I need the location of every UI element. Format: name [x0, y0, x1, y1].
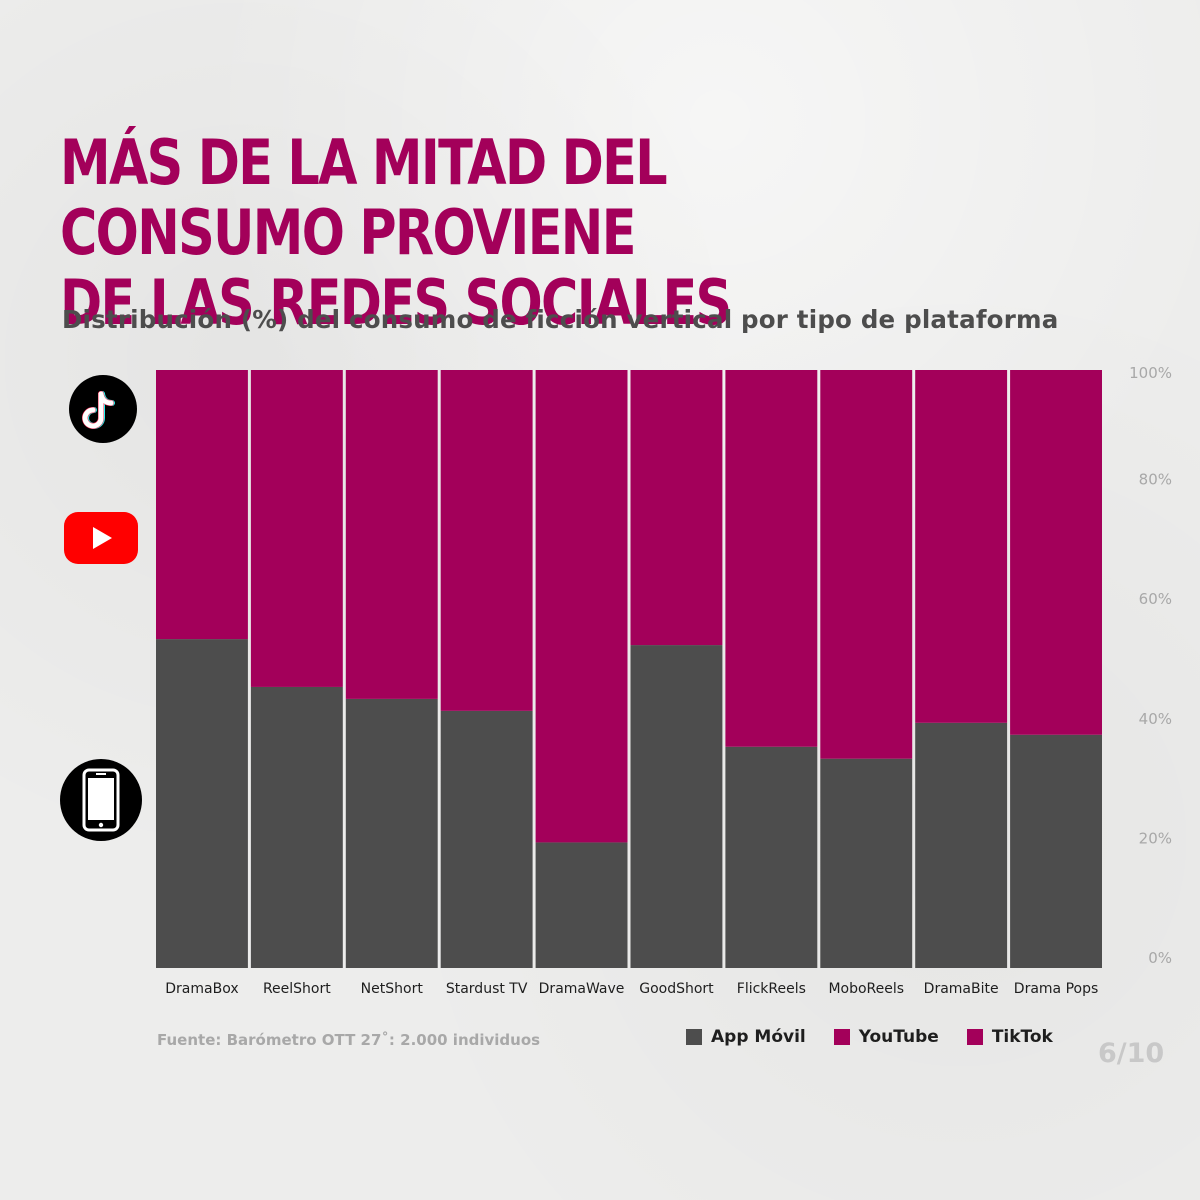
legend-label-tiktok: TikTok: [991, 1027, 1053, 1047]
page-number: 6/10: [1098, 1038, 1165, 1069]
bar-social-dramawave: [535, 370, 628, 843]
y-tick-label: 80%: [1139, 471, 1172, 489]
smartphone-icon: [60, 759, 142, 841]
legend-swatch-app: [686, 1029, 702, 1045]
legend-item-app: App Móvil: [686, 1027, 806, 1047]
legend-item-tiktok: TikTok: [966, 1027, 1053, 1047]
y-tick-label: 40%: [1139, 710, 1172, 728]
legend-swatch-tiktok: [966, 1029, 983, 1045]
bar-app-netshort: [345, 698, 438, 968]
bar-app-flickreels: [725, 746, 818, 968]
y-tick-label: 0%: [1148, 949, 1172, 967]
bar-social-dramabite: [915, 370, 1008, 723]
bar-app-dramabite: [915, 722, 1008, 968]
page-title: MÁS DE LA MITAD DEL CONSUMO PROVIENE DE …: [60, 128, 962, 338]
chart-subtitle: Distribución (%) del consumo de ficción …: [62, 305, 1059, 334]
x-tick-label: FlickReels: [737, 981, 806, 997]
tiktok-icon: [69, 375, 137, 443]
bar-social-drama-pops: [1010, 370, 1102, 735]
youtube-icon: [64, 512, 138, 564]
legend-label-app: App Móvil: [711, 1027, 806, 1047]
bar-social-reelshort: [250, 370, 343, 687]
legend-swatch-youtube: [833, 1029, 850, 1045]
chart-legend: App Móvil YouTube TikTok: [686, 1027, 1081, 1047]
source-note: Fuente: Barómetro OTT 27˚: 2.000 individ…: [157, 1031, 541, 1049]
x-tick-label: Stardust TV: [446, 981, 528, 997]
x-tick-label: DramaBox: [165, 981, 238, 997]
bar-social-netshort: [345, 370, 438, 699]
legend-item-youtube: YouTube: [833, 1027, 939, 1047]
bar-app-drama-pops: [1010, 734, 1102, 968]
x-tick-label: NetShort: [361, 981, 424, 997]
title-line-1: MÁS DE LA MITAD DEL CONSUMO PROVIENE: [60, 126, 668, 269]
stacked-bar-chart: DramaBox ReelShort NetShort Stardust TV Dram…: [156, 364, 1172, 997]
x-tick-label: GoodShort: [639, 981, 714, 997]
bar-social-dramabox: [156, 370, 248, 640]
bar-app-dramawave: [535, 842, 628, 968]
legend-label-youtube: YouTube: [858, 1027, 939, 1047]
x-tick-label: ReelShort: [263, 981, 331, 997]
y-tick-label: 100%: [1129, 364, 1172, 382]
y-tick-label: 60%: [1139, 590, 1172, 608]
bar-social-flickreels: [725, 370, 818, 747]
y-tick-label: 20%: [1139, 829, 1172, 847]
title-line-2: DE LAS REDES SOCIALES: [60, 266, 732, 339]
bar-social-stardust-tv: [440, 370, 533, 711]
bar-app-stardust-tv: [440, 710, 533, 968]
x-tick-label: DramaBite: [924, 981, 999, 997]
x-tick-label: DramaWave: [539, 981, 625, 997]
bar-app-reelshort: [250, 686, 343, 968]
bar-social-moboreels: [820, 370, 913, 759]
x-tick-label: Drama Pops: [1014, 981, 1098, 997]
bar-app-moboreels: [820, 758, 913, 968]
bar-app-dramabox: [156, 639, 248, 968]
bar-app-goodshort: [630, 645, 723, 968]
bar-social-goodshort: [630, 370, 723, 646]
x-tick-label: MoboReels: [828, 981, 904, 997]
